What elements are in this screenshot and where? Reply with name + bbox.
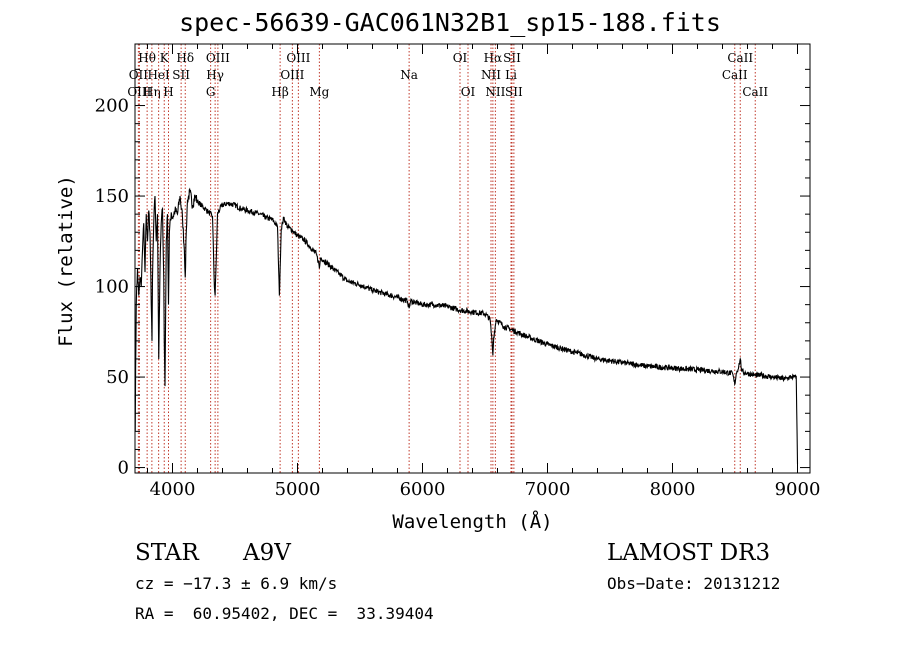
line-marker-label: OIII — [127, 85, 151, 99]
obs-date: Obs−Date: 20131212 — [607, 574, 781, 593]
x-tick-label: 8000 — [650, 479, 696, 500]
line-marker-label: SII — [503, 51, 521, 65]
redshift-cz: cz = −17.3 ± 6.9 km/s — [135, 574, 338, 593]
axis-ticks: 4000 5000 6000 7000 8000 9000 0 50 100 150 200 — [95, 44, 821, 500]
line-marker-label: SII — [172, 68, 190, 82]
line-marker-label: Li — [505, 68, 517, 82]
line-marker-label: Na — [400, 68, 418, 82]
x-axis-label: Wavelength (Å) — [392, 511, 553, 533]
line-marker-label: OIII — [286, 51, 310, 65]
line-marker-label: Hδ — [176, 51, 194, 65]
line-marker-label: CaII — [722, 68, 748, 82]
y-tick-label: 50 — [106, 367, 129, 388]
x-tick-label: 6000 — [400, 479, 446, 500]
line-marker-label: OI — [461, 85, 476, 99]
line-marker-label: NII — [481, 68, 501, 82]
y-tick-label: 0 — [118, 458, 129, 479]
x-tick-label: 4000 — [150, 479, 196, 500]
line-marker-label: Hη — [143, 85, 161, 99]
line-marker-label: CaII — [742, 85, 768, 99]
plot-frame — [134, 43, 811, 474]
y-tick-label: 150 — [95, 186, 129, 207]
x-tick-label: 7000 — [525, 479, 571, 500]
line-marker-label: SII — [505, 85, 523, 99]
subclass: A9V — [243, 540, 291, 566]
y-tick-label: 200 — [95, 96, 129, 117]
line-marker-label: OIII — [280, 68, 304, 82]
line-marker-label: Mg — [309, 85, 329, 99]
object-class: STAR — [135, 540, 199, 566]
line-marker-label: K — [160, 51, 170, 65]
line-marker-label: G — [206, 85, 216, 99]
line-marker-label: NII — [485, 85, 505, 99]
line-marker-label: HeI — [147, 68, 170, 82]
line-marker-label: CaII — [727, 51, 753, 65]
x-tick-label: 9000 — [775, 479, 821, 500]
line-marker-label: Hβ — [271, 85, 288, 99]
y-axis-label: Flux (relative) — [55, 175, 77, 347]
line-marker-label: OIII — [206, 51, 230, 65]
y-tick-label: 100 — [95, 277, 129, 298]
line-marker-label: Hθ — [138, 51, 156, 65]
chart-title: spec-56639-GAC061N32B1_sp15-188.fits — [179, 8, 721, 37]
line-marker-label: OI — [453, 51, 468, 65]
line-marker-label: Hγ — [206, 68, 224, 82]
line-marker-label: H — [163, 85, 173, 99]
coordinates: RA = 60.95402, DEC = 33.39404 — [135, 604, 434, 623]
line-marker-label: OII — [129, 68, 149, 82]
survey-name: LAMOST DR3 — [607, 540, 771, 566]
line-marker-label: Hα — [484, 51, 503, 65]
x-tick-label: 5000 — [275, 479, 321, 500]
spectrum-series-line — [134, 187, 799, 464]
